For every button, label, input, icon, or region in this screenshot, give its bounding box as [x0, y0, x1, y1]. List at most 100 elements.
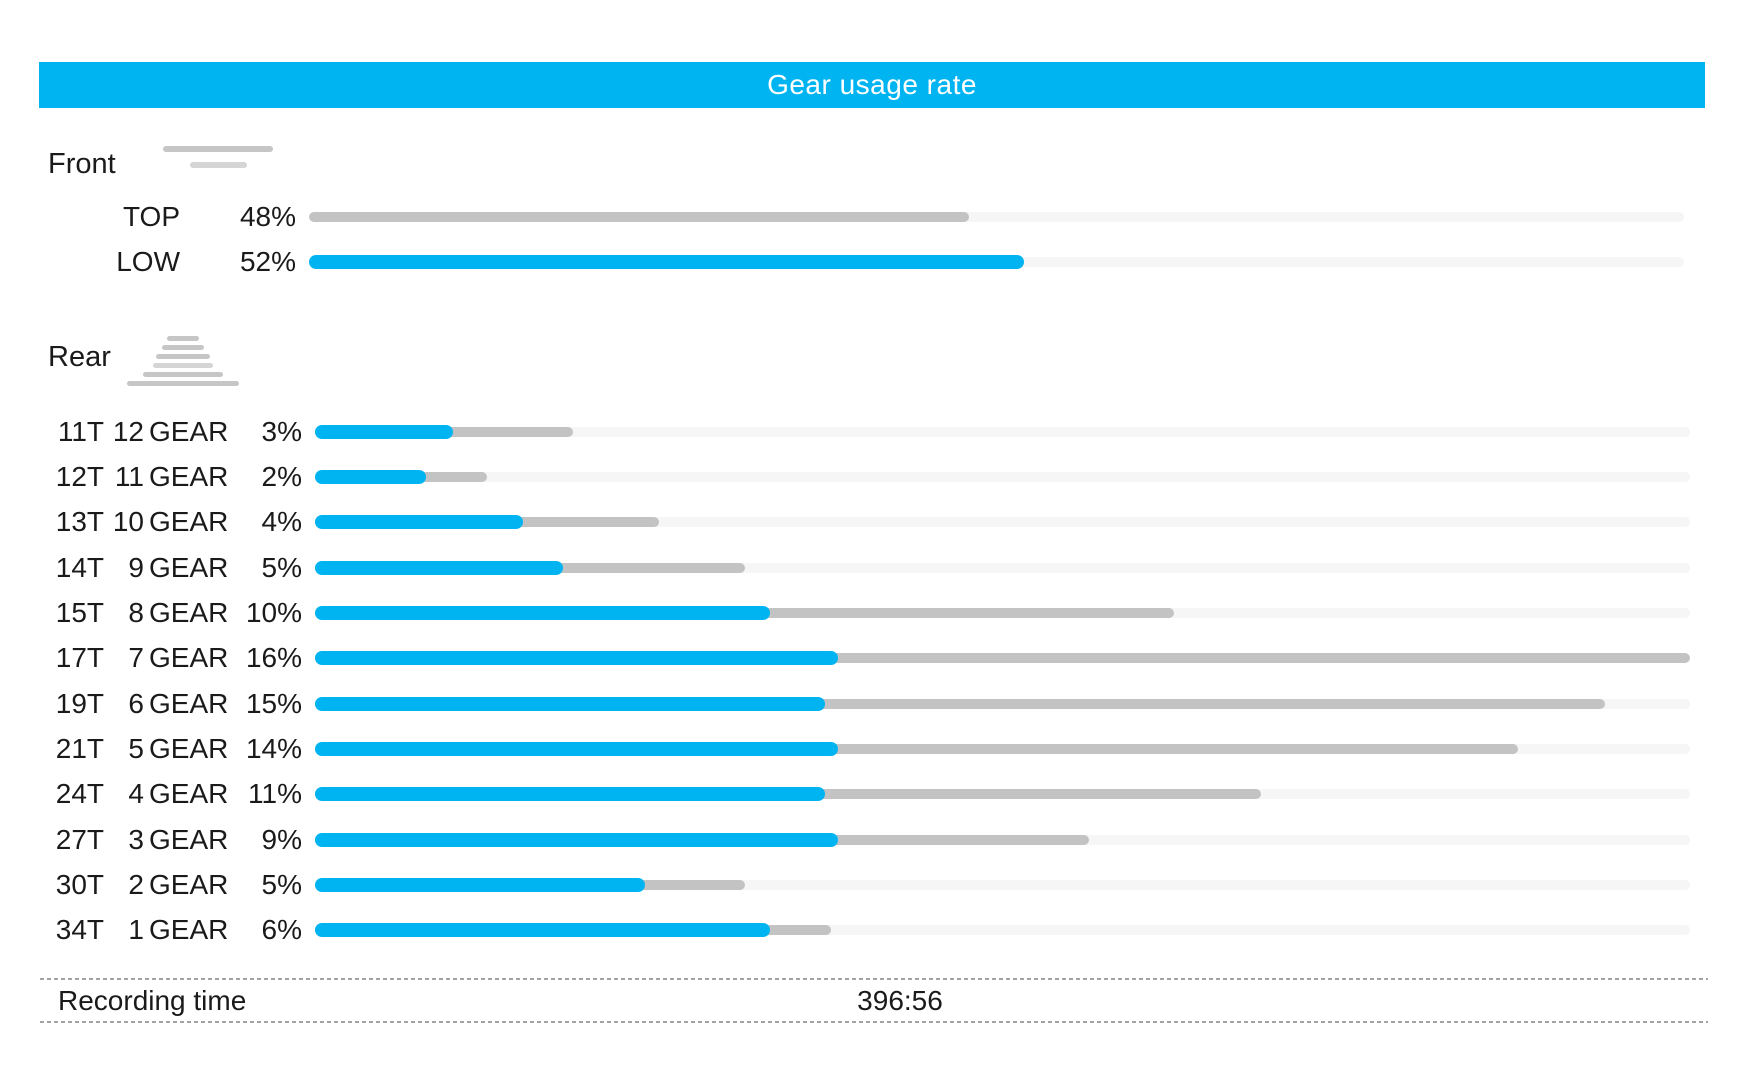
front-usage-bar	[309, 209, 1684, 225]
front-chainring-small	[190, 162, 247, 168]
usage-bar-gray-segment	[315, 653, 1690, 664]
front-gear-label: TOP	[122, 200, 180, 232]
gear-usage-bar	[315, 832, 1690, 848]
gear-usage-percent: 16%	[245, 642, 302, 674]
front-gear-percent: 52%	[239, 245, 296, 277]
usage-bar-blue-segment	[315, 424, 453, 439]
gear-suffix-label: GEAR	[149, 551, 229, 583]
recording-time-row: Recording time 396:56	[40, 978, 1708, 1023]
gear-usage-bar	[315, 922, 1690, 938]
gear-suffix-label: GEAR	[149, 460, 229, 492]
top-usage-bar	[309, 211, 969, 222]
gear-usage-bar	[315, 741, 1690, 757]
gear-number: 6	[128, 687, 144, 719]
usage-bar-gray-segment	[315, 743, 1519, 754]
gear-number: 1	[128, 914, 144, 946]
gear-suffix-label: GEAR	[149, 596, 229, 628]
rear-gear-row: 17T 7 GEAR 16%	[40, 636, 1690, 681]
gear-number: 3	[128, 823, 144, 855]
sprocket-teeth-label: 21T	[55, 732, 104, 764]
gear-usage-percent: 11%	[248, 778, 302, 810]
gear-number: 11	[114, 460, 144, 492]
cassette-cog-2	[162, 345, 204, 350]
cassette-cog-1	[167, 336, 199, 341]
usage-bar-track	[315, 517, 1690, 528]
front-row: TOP 48%	[40, 194, 1684, 239]
low-usage-bar	[309, 254, 1024, 269]
cassette-cog-6	[127, 381, 239, 386]
gear-usage-percent: 4%	[261, 506, 302, 538]
gear-suffix-label: GEAR	[149, 778, 229, 810]
usage-bar-blue-segment	[315, 651, 838, 666]
page-title: Gear usage rate	[767, 69, 977, 100]
gear-usage-percent: 10%	[245, 596, 302, 628]
rear-rows: 11T 12 GEAR 3% 12T 11 GEAR 2% 13T 10 GEAR 4% 14T 9 GEA…	[40, 409, 1690, 953]
usage-bar-blue-segment	[315, 832, 838, 847]
gear-suffix-label: GEAR	[149, 506, 229, 538]
sprocket-teeth-label: 34T	[55, 914, 104, 946]
gear-suffix-label: GEAR	[149, 415, 229, 447]
usage-bar-blue-segment	[315, 787, 826, 802]
sprocket-teeth-label: 15T	[55, 596, 104, 628]
gear-suffix-label: GEAR	[149, 823, 229, 855]
usage-bar-track	[309, 211, 1684, 222]
gear-suffix-label: GEAR	[149, 914, 229, 946]
cassette-cog-3	[156, 354, 210, 359]
rear-gear-row: 19T 6 GEAR 15%	[40, 681, 1690, 726]
rear-gear-row: 30T 2 GEAR 5%	[40, 862, 1690, 907]
rear-gear-row: 21T 5 GEAR 14%	[40, 726, 1690, 771]
usage-bar-blue-segment	[315, 605, 771, 620]
sprocket-teeth-label: 14T	[55, 551, 104, 583]
front-gear-label: LOW	[116, 245, 180, 277]
title-bar: Gear usage rate	[39, 62, 1705, 108]
gear-usage-percent: 5%	[261, 551, 302, 583]
gear-usage-bar	[315, 560, 1690, 576]
gear-usage-percent: 9%	[261, 823, 302, 855]
usage-bar-blue-segment	[315, 469, 427, 484]
usage-bar-track	[315, 426, 1690, 437]
gear-usage-bar	[315, 469, 1690, 485]
usage-bar-blue-segment	[315, 696, 826, 711]
front-row: LOW 52%	[40, 239, 1684, 284]
sprocket-teeth-label: 27T	[55, 823, 104, 855]
gear-number: 8	[128, 596, 144, 628]
gear-usage-bar	[315, 650, 1690, 666]
front-gear-percent: 48%	[239, 200, 296, 232]
rear-gear-row: 13T 10 GEAR 4%	[40, 500, 1690, 545]
gear-usage-percent: 6%	[261, 914, 302, 946]
gear-usage-bar	[315, 786, 1690, 802]
usage-bar-track	[315, 471, 1690, 482]
usage-bar-blue-segment	[315, 741, 838, 756]
usage-bar-track	[315, 879, 1690, 890]
gear-usage-bar	[315, 424, 1690, 440]
cassette-cog-4	[153, 363, 213, 368]
usage-bar-blue-segment	[315, 923, 771, 938]
recording-time-label: Recording time	[58, 984, 247, 1016]
rear-gear-row: 12T 11 GEAR 2%	[40, 454, 1690, 499]
gear-number: 2	[128, 868, 144, 900]
gear-suffix-label: GEAR	[149, 868, 229, 900]
rear-section-label: Rear	[48, 341, 111, 373]
gear-suffix-label: GEAR	[149, 732, 229, 764]
usage-bar-blue-segment	[315, 560, 563, 575]
rear-gear-row: 27T 3 GEAR 9%	[40, 817, 1690, 862]
recording-time-value: 396:56	[857, 984, 943, 1016]
gear-usage-bar	[315, 605, 1690, 621]
gear-number: 7	[128, 642, 144, 674]
gear-usage-percent: 3%	[261, 415, 302, 447]
gear-usage-percent: 5%	[261, 868, 302, 900]
rear-gear-row: 11T 12 GEAR 3%	[40, 409, 1690, 454]
usage-bar-blue-segment	[315, 515, 523, 530]
gear-number: 4	[128, 778, 144, 810]
sprocket-teeth-label: 30T	[55, 868, 104, 900]
sprocket-teeth-label: 11T	[57, 415, 104, 447]
gear-usage-percent: 14%	[245, 732, 302, 764]
rear-gear-row: 24T 4 GEAR 11%	[40, 772, 1690, 817]
sprocket-teeth-label: 13T	[55, 506, 104, 538]
front-usage-bar	[309, 254, 1684, 270]
gear-suffix-label: GEAR	[149, 687, 229, 719]
front-rows: TOP 48% LOW 52%	[40, 194, 1684, 285]
gear-usage-bar	[315, 514, 1690, 530]
front-section-label: Front	[48, 148, 116, 180]
